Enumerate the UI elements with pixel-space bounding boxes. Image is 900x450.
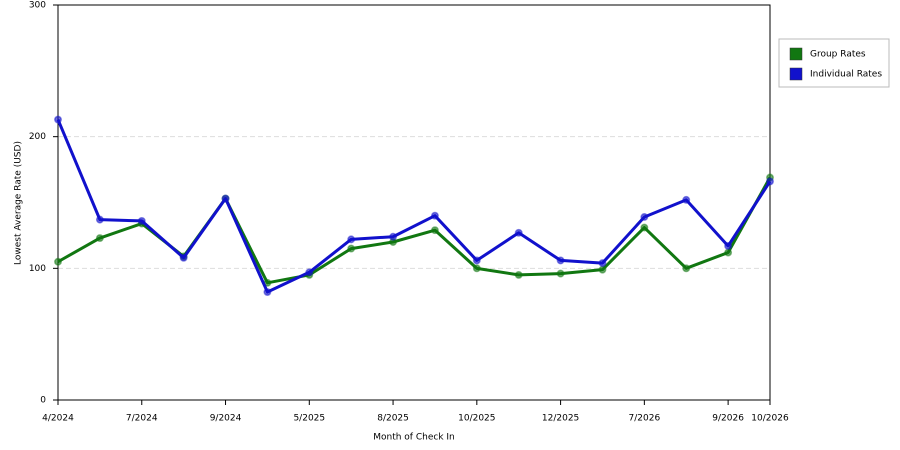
x-tick-label: 7/2026 xyxy=(629,414,661,424)
x-tick-label: 7/2024 xyxy=(126,414,158,424)
point xyxy=(682,195,691,204)
series-line xyxy=(56,118,772,294)
point xyxy=(556,256,565,265)
point xyxy=(598,259,607,268)
point xyxy=(556,269,565,278)
point xyxy=(640,223,649,232)
point xyxy=(766,177,774,186)
legend-swatch xyxy=(789,67,803,81)
x-tick-label: 10/2026 xyxy=(751,414,789,424)
legend-swatch xyxy=(789,47,803,61)
point xyxy=(221,194,230,203)
x-tick-label: 10/2025 xyxy=(458,414,495,424)
point xyxy=(514,270,523,279)
x-tick-label: 9/2026 xyxy=(712,414,744,424)
point xyxy=(54,257,62,266)
y-tick-label: 0 xyxy=(40,396,46,406)
series-line xyxy=(57,176,772,285)
point xyxy=(305,268,314,277)
point xyxy=(724,242,733,250)
y-axis-label: Lowest Average Rate (USD) xyxy=(14,141,24,265)
point xyxy=(472,264,481,273)
point xyxy=(95,234,104,243)
point xyxy=(472,256,481,265)
point xyxy=(347,244,356,253)
y-tick-label: 200 xyxy=(29,132,46,142)
plot-frame xyxy=(57,4,771,401)
point xyxy=(430,226,439,235)
point xyxy=(54,115,62,124)
legend-label: Individual Rates xyxy=(810,70,882,80)
point xyxy=(347,235,356,244)
x-tick-label: 12/2025 xyxy=(542,414,579,424)
y-tick-label: 300 xyxy=(29,1,46,11)
point xyxy=(95,215,104,224)
y-tick-label: 100 xyxy=(29,264,46,274)
x-tick-label: 5/2025 xyxy=(293,414,325,424)
x-tick-label: 4/2024 xyxy=(42,414,74,424)
point xyxy=(598,265,607,274)
point xyxy=(724,248,733,257)
point xyxy=(389,232,398,241)
point xyxy=(514,228,523,237)
x-tick-label: 9/2024 xyxy=(210,414,242,424)
point xyxy=(263,288,272,296)
point xyxy=(137,216,146,225)
x-tick-label: 8/2025 xyxy=(377,414,409,424)
point xyxy=(430,211,439,220)
x-axis-label: Month of Check In xyxy=(373,433,455,443)
point xyxy=(179,253,188,262)
point xyxy=(682,264,691,273)
point xyxy=(640,213,649,221)
legend-label: Group Rates xyxy=(810,50,866,60)
